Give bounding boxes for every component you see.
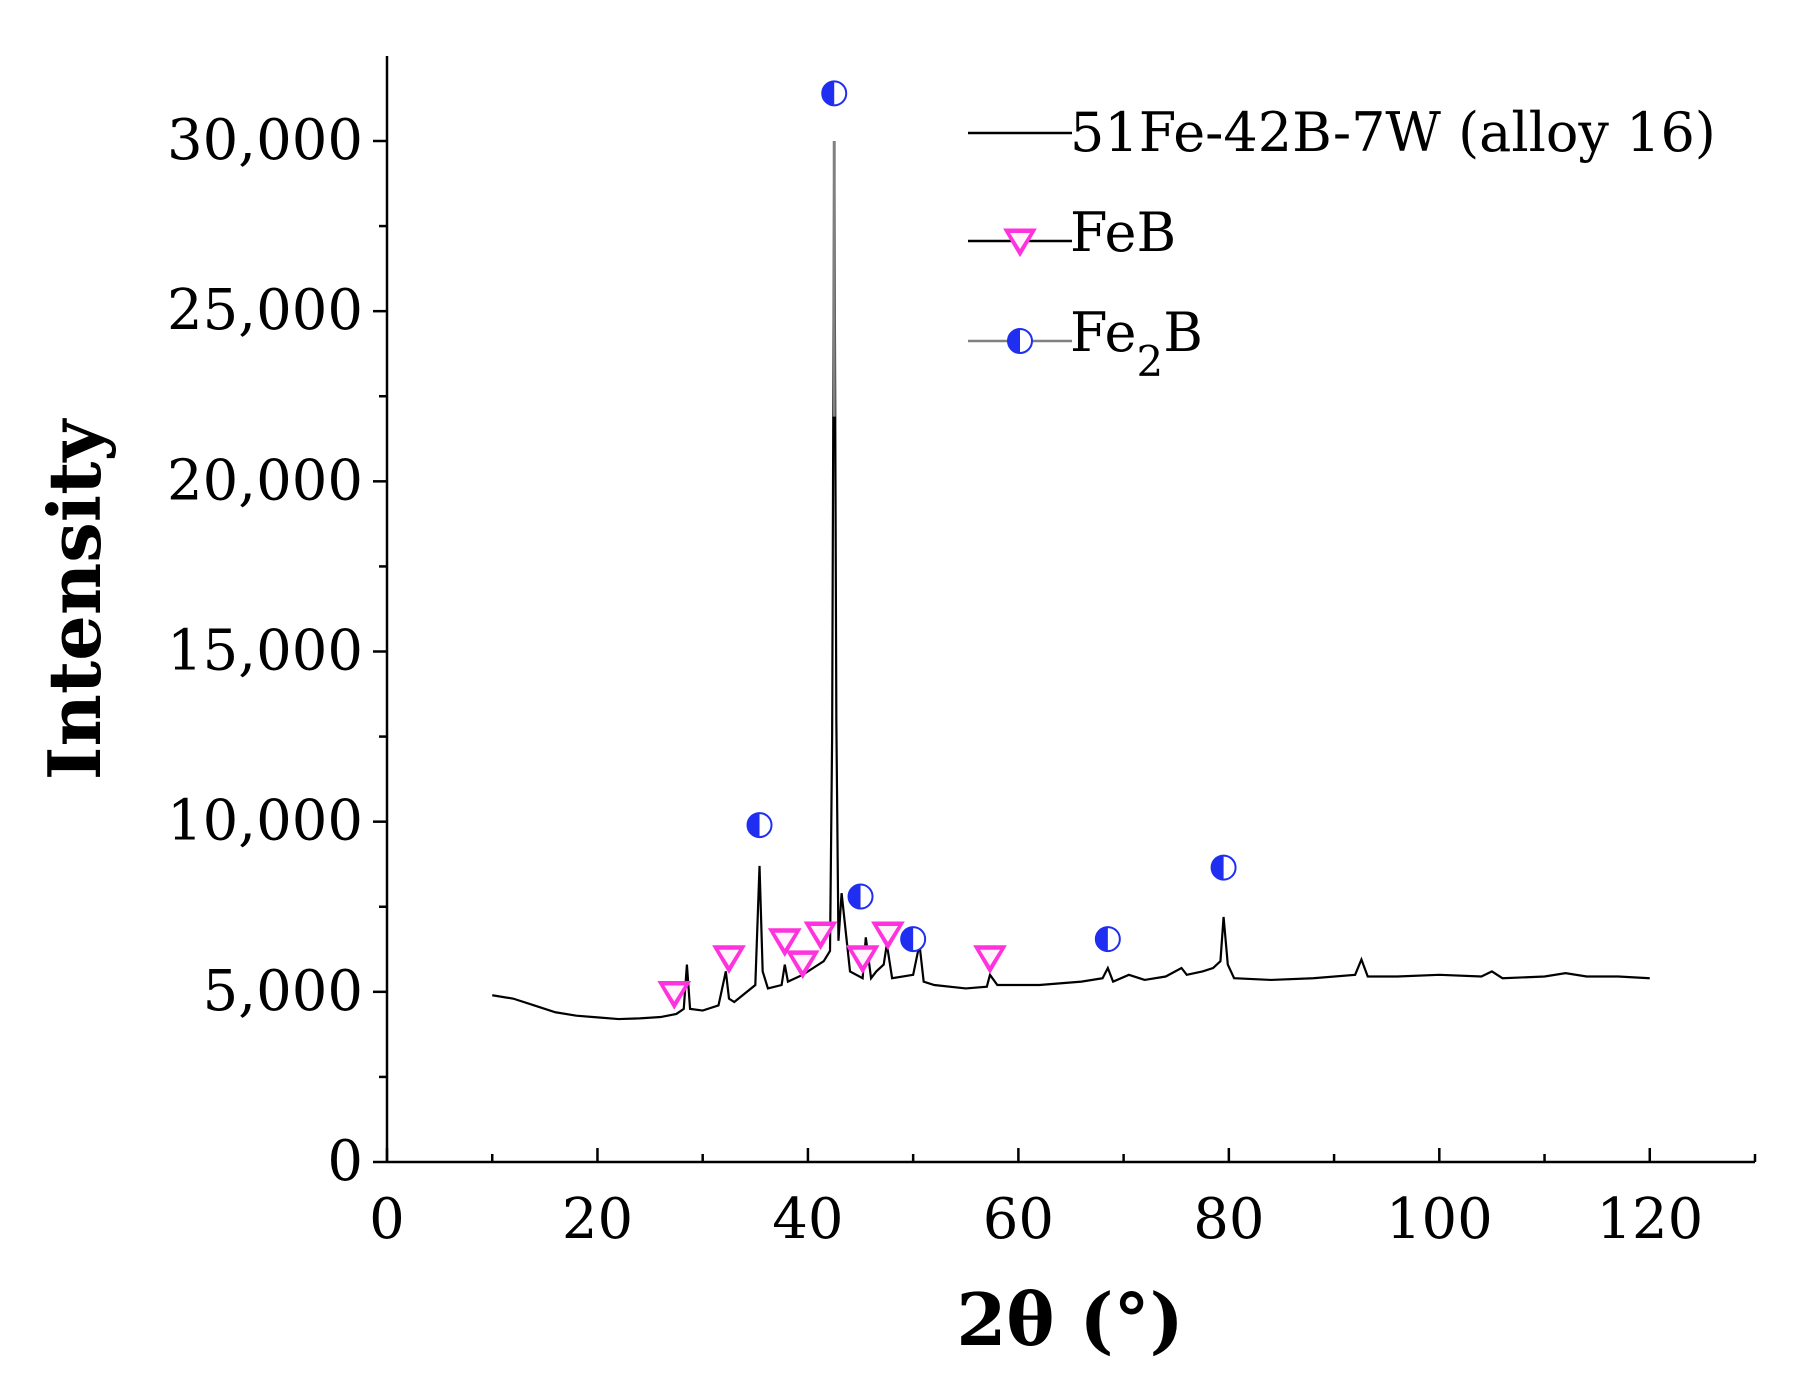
y-tick-label-0: 0 [327,1129,363,1194]
x-axis-title: 2θ (°) [956,1277,1183,1362]
fe2b-marker-fill-5 [1211,855,1224,880]
legend-label-fe2b-base: Fe [1070,301,1136,364]
feb-marker-highlight-6 [877,925,898,942]
x-tick-label-2: 40 [772,1187,843,1252]
feb-marker-highlight-3 [792,954,813,971]
fe2b-marker-fill-legend [1008,329,1020,353]
x-tick-label-6: 120 [1596,1187,1703,1252]
legend-label-fe2b-tail: B [1163,301,1203,364]
fe2b-marker-4 [1094,926,1121,953]
x-tick-label-5: 100 [1386,1187,1493,1252]
traces [492,140,1650,1021]
x-tick-label-1: 20 [562,1187,633,1252]
fe2b-marker-fill-3 [901,927,914,952]
feb-marker-highlight-legend [1010,233,1030,249]
x-tick-label-4: 80 [1193,1187,1264,1252]
y-minor-ticks [379,224,387,1079]
y-tick-label-6: 30,000 [167,108,363,173]
x-ticks: 0 20 40 60 80 100 120 [369,1148,1703,1252]
fe2b-marker-3 [900,926,927,953]
legend-label-series: 51Fe-42B-7W (alloy 16) [1070,101,1716,164]
y-tick-label-1: 5,000 [203,959,363,1024]
fe2b-marker-1 [821,80,848,107]
fe2b-marker-fill-2 [848,884,861,909]
legend-label-fe2b: Fe2B [1070,301,1203,386]
y-tick-label-4: 20,000 [167,448,363,513]
y-tick-label-2: 10,000 [167,789,363,854]
legend-label-feb: FeB [1070,201,1176,264]
markers [657,80,1237,1010]
feb-marker-highlight-4 [810,925,831,942]
series-line-51fe-42b-7w [492,140,1650,1021]
feb-marker-highlight-2 [774,932,795,949]
y-axis-title: Intensity [32,418,117,781]
y-tick-label-5: 25,000 [167,278,363,343]
y-tick-label-3: 15,000 [167,619,363,684]
x-tick-label-3: 60 [983,1187,1054,1252]
feb-marker-highlight-1 [719,949,739,966]
x-tick-label-0: 0 [369,1187,405,1252]
fe2b-marker-0 [746,812,773,839]
feb-marker-highlight-5 [852,949,873,966]
x-minor-ticks [490,1154,1757,1162]
fe2b-marker-legend [1007,328,1033,354]
fe2b-marker-fill-0 [747,813,760,838]
y-ticks: 0 5,000 10,000 15,000 20,000 25,000 30,000 [167,108,387,1194]
fe2b-marker-fill-4 [1095,927,1108,952]
feb-marker-highlight-0 [664,985,685,1002]
fe2b-marker-2 [847,883,874,910]
fe2b-marker-5 [1210,854,1237,881]
legend-label-fe2b-subscript: 2 [1136,337,1163,386]
fe2b-marker-fill-1 [822,81,835,106]
feb-marker-highlight-7 [979,949,1000,966]
